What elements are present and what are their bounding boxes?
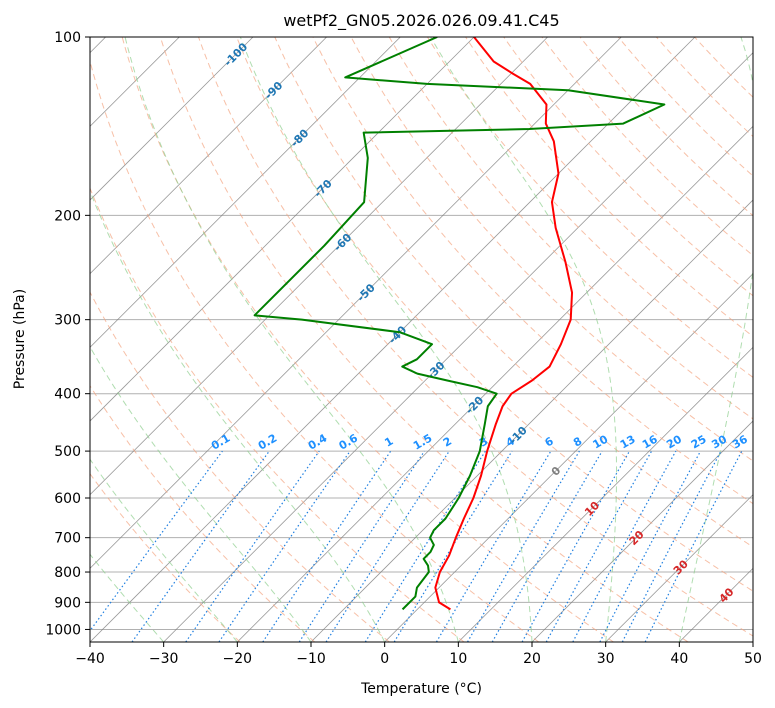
dry-adiabat [90,384,316,642]
moist-adiabat [90,345,312,642]
dry-adiabat [90,186,465,642]
isotherm-lines [90,37,753,642]
dry-adiabat [426,37,753,378]
dry-adiabat [274,37,753,548]
isotherm-line [90,37,401,348]
mixing-ratio-line [521,450,631,642]
x-axis-title: Temperature (°C) [360,681,482,697]
mixing-ratio-line [545,450,653,642]
moist-adiabat-lines [90,37,753,642]
isotherm-line [90,37,696,642]
temperature-profile-line [434,37,574,611]
dry-adiabat-lines [90,37,753,642]
moist-adiabat [90,553,165,642]
moist-adiabat [124,37,459,642]
moist-adiabat [239,37,533,642]
isotherm-line [237,125,753,642]
mixing-ratio-line [90,450,223,632]
y-tick-label: 100 [54,30,81,46]
isotherm-line [90,37,622,569]
isotherm-line [605,494,753,642]
dry-adiabat [121,37,614,642]
mixing-ratio-line [298,450,425,642]
moist-adiabat [430,37,618,642]
x-tick-label: 20 [523,651,541,667]
dry-adiabat [236,37,753,592]
dewpoint-profile-line [253,37,666,611]
mixing-ratio-line [572,450,677,642]
x-tick-label: 50 [744,651,762,667]
dry-adiabat [312,37,753,505]
y-tick-label: 900 [54,595,81,611]
x-tick-label: 40 [670,651,688,667]
moist-adiabat [678,37,753,642]
x-tick-label: −20 [223,651,253,667]
isotherm-line [310,199,753,642]
isotherm-line [458,346,753,642]
isotherm-line [90,37,548,496]
x-axis: −40 −30 −20 −10 0 10 20 30 40 50 [75,642,762,667]
y-tick-label: 200 [54,208,81,224]
dry-adiabat [388,37,753,420]
isotherm-line [90,37,475,422]
isotherm-line [384,273,753,642]
dry-adiabat [198,37,753,637]
chart-title: wetPf2_GN05.2026.026.09.41.C45 [283,11,559,31]
moist-adiabat [90,189,386,642]
dry-adiabat [90,291,390,642]
dry-adiabat [90,472,241,642]
mixing-ratio-line [262,450,392,642]
plot-frame [89,36,754,643]
dry-adiabat [90,59,540,642]
isotherm-line [163,52,753,642]
y-tick-label: 800 [54,565,81,581]
x-tick-label: −30 [149,651,179,667]
mixing-ratio-line [131,450,270,642]
x-tick-label: −10 [296,651,326,667]
dry-adiabat [465,37,753,337]
mixing-ratio-line [644,450,743,642]
y-tick-label: 400 [54,387,81,403]
mixing-ratio-line [218,450,351,642]
isotherm-line [90,37,254,201]
y-tick-label: 300 [54,313,81,329]
dry-adiabat [350,37,753,462]
x-tick-label: 30 [597,651,615,667]
isotherm-line [531,420,753,642]
y-axis: 100 200 300 400 500 600 700 800 900 1000 [45,30,90,638]
y-tick-label: 600 [54,491,81,507]
sounding-profiles [253,37,666,611]
dry-adiabat [503,37,753,297]
mixing-ratio-line [325,450,450,642]
isotherm-line [90,37,327,275]
moist-adiabat [90,458,238,642]
y-tick-label: 500 [54,444,81,460]
y-tick-label: 700 [54,531,81,547]
x-tick-label: −40 [75,651,105,667]
x-tick-label: 0 [380,651,389,667]
mixing-ratio-line [185,450,320,642]
y-axis-title: Pressure (hPa) [12,289,28,389]
mixing-ratio-lines [90,450,743,642]
x-tick-label: 10 [449,651,467,667]
y-tick-label: 1000 [45,622,81,638]
mixing-ratio-line [393,450,513,642]
